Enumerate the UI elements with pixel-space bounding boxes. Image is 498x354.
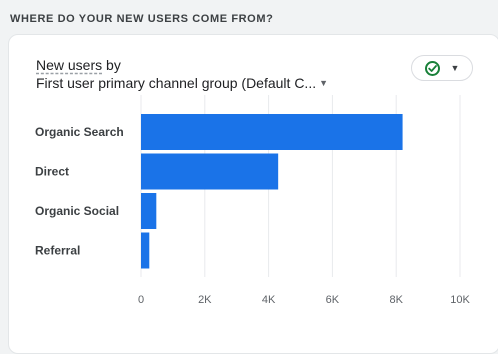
x-tick-label: 6K: [326, 294, 340, 306]
x-tick-label: 8K: [389, 294, 403, 306]
bar[interactable]: [141, 193, 157, 229]
bar[interactable]: [141, 114, 403, 150]
dimension-label: First user primary channel group (Defaul…: [36, 75, 317, 91]
bar-chart: 0 2K 4K 6K 8K 10K Organic Search Direct Organic …: [35, 95, 470, 306]
x-tick-label: 0: [138, 294, 144, 306]
metric-label[interactable]: New users: [36, 57, 103, 73]
x-tick-label: 4K: [262, 294, 276, 306]
dimension-selector[interactable]: First user primary channel group (Defaul…: [36, 75, 376, 91]
chevron-down-icon: ▼: [450, 63, 460, 73]
check-circle-icon: [424, 60, 440, 76]
x-tick-label: 10K: [450, 294, 470, 306]
category-label: Organic Social: [35, 204, 119, 218]
category-label: Referral: [35, 244, 80, 258]
bar[interactable]: [141, 153, 279, 190]
bar[interactable]: [141, 232, 150, 269]
category-label: Direct: [35, 165, 69, 179]
category-label: Organic Search: [35, 125, 124, 139]
compare-button[interactable]: ▼: [411, 55, 473, 81]
section-title: WHERE DO YOUR NEW USERS COME FROM?: [10, 13, 274, 25]
chevron-down-icon: ▼: [319, 78, 329, 88]
x-tick-label: 2K: [198, 294, 212, 306]
by-label: by: [102, 57, 121, 73]
new-users-card: New users by First user primary channel …: [8, 34, 498, 354]
card-heading: New users by: [36, 57, 121, 73]
